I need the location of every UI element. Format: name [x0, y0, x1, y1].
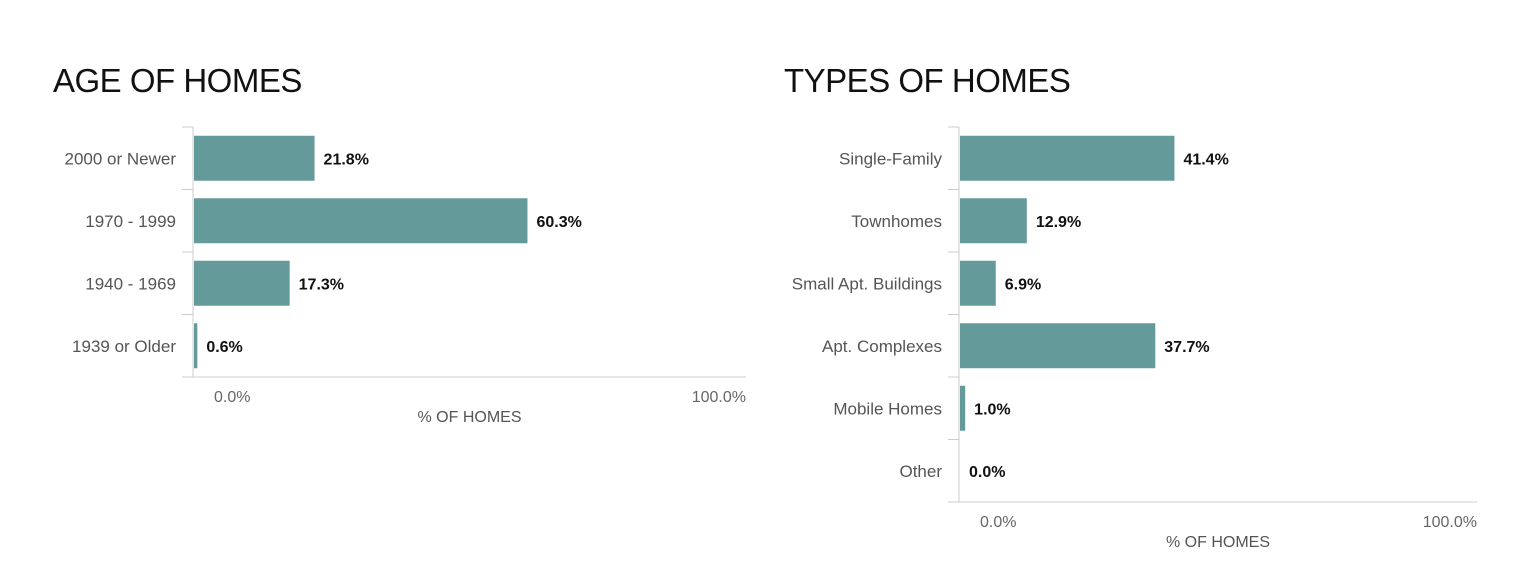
x-tick-label-min: 0.0% — [980, 514, 1016, 531]
bar — [194, 323, 198, 369]
x-tick-label-max: 100.0% — [692, 389, 746, 406]
bar — [960, 323, 1156, 369]
category-label: Apt. Complexes — [822, 337, 942, 356]
category-label: 2000 or Newer — [64, 149, 176, 168]
bar — [960, 260, 996, 306]
category-label: Townhomes — [851, 212, 942, 231]
category-label: 1940 - 1969 — [85, 274, 176, 293]
x-tick-label-min: 0.0% — [214, 389, 250, 406]
data-label: 21.8% — [324, 151, 369, 168]
data-label: 0.0% — [969, 464, 1005, 481]
bar — [960, 198, 1027, 244]
category-label: Mobile Homes — [833, 399, 942, 418]
data-label: 17.3% — [299, 276, 344, 293]
data-label: 37.7% — [1164, 339, 1209, 356]
data-label: 41.4% — [1183, 151, 1228, 168]
data-label: 12.9% — [1036, 214, 1081, 231]
bar — [194, 198, 528, 244]
category-label: Single-Family — [839, 149, 942, 168]
data-label: 60.3% — [536, 214, 581, 231]
x-tick-label-max: 100.0% — [1423, 514, 1477, 531]
bar — [194, 260, 290, 306]
x-axis-title: % OF HOMES — [417, 409, 521, 426]
data-label: 1.0% — [974, 401, 1010, 418]
x-axis-title: % OF HOMES — [1166, 534, 1270, 551]
category-label: 1939 or Older — [72, 337, 176, 356]
category-label: Other — [899, 462, 942, 481]
category-label: 1970 - 1999 — [85, 212, 176, 231]
data-label: 6.9% — [1005, 276, 1041, 293]
types-of-homes-title: TYPES OF HOMES — [784, 62, 1071, 99]
bar — [960, 385, 966, 431]
data-label: 0.6% — [206, 339, 242, 356]
bar — [960, 135, 1175, 181]
age-of-homes-title: AGE OF HOMES — [53, 62, 302, 99]
category-label: Small Apt. Buildings — [792, 274, 942, 293]
bar — [194, 135, 315, 181]
age-of-homes-chart: 2000 or Newer 21.8% 1970 - 1999 60.3% 1940 -… — [64, 126, 746, 426]
